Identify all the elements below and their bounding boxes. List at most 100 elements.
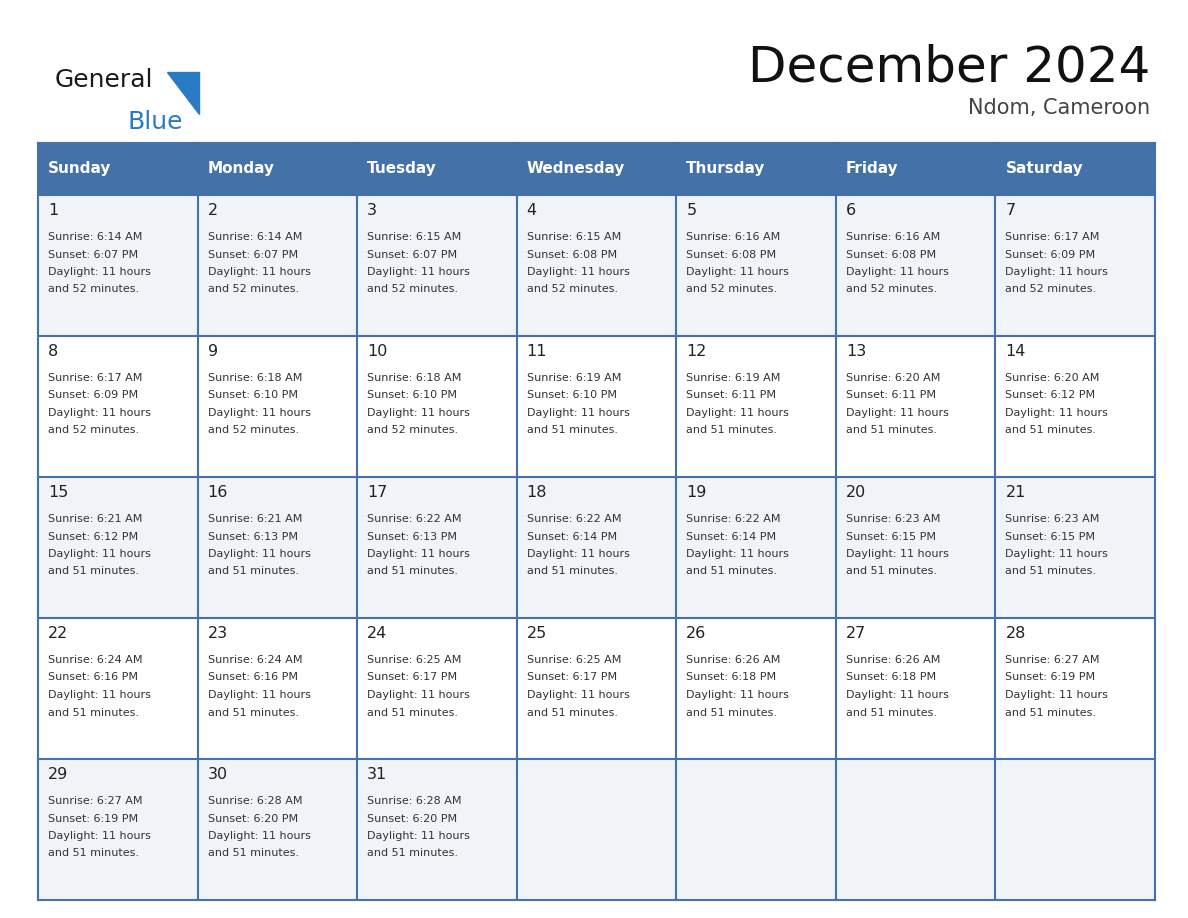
Bar [358,477,517,618]
Text: and 51 minutes.: and 51 minutes. [367,848,459,858]
Bar [676,143,836,195]
Text: 3: 3 [367,203,377,218]
Text: Daylight: 11 hours: Daylight: 11 hours [526,690,630,700]
Text: Sunrise: 6:18 AM: Sunrise: 6:18 AM [367,373,461,383]
Bar [197,143,358,195]
Bar [197,759,358,900]
Bar [676,618,836,759]
Bar [996,336,1155,477]
Text: Daylight: 11 hours: Daylight: 11 hours [367,690,470,700]
Bar [517,477,676,618]
Text: Sunset: 6:07 PM: Sunset: 6:07 PM [208,250,298,260]
Text: 11: 11 [526,344,548,359]
Text: Sunrise: 6:20 AM: Sunrise: 6:20 AM [846,373,940,383]
Text: and 51 minutes.: and 51 minutes. [687,708,777,718]
Text: Sunrise: 6:18 AM: Sunrise: 6:18 AM [208,373,302,383]
Text: Sunset: 6:15 PM: Sunset: 6:15 PM [846,532,936,542]
Text: and 52 minutes.: and 52 minutes. [48,426,139,435]
Text: and 51 minutes.: and 51 minutes. [48,566,139,577]
Text: Sunrise: 6:19 AM: Sunrise: 6:19 AM [526,373,621,383]
Text: 9: 9 [208,344,217,359]
Bar [517,143,676,195]
Text: and 52 minutes.: and 52 minutes. [208,285,298,295]
Text: Sunset: 6:19 PM: Sunset: 6:19 PM [48,813,138,823]
Bar [517,195,676,336]
Text: Daylight: 11 hours: Daylight: 11 hours [208,831,310,841]
Bar [996,618,1155,759]
Text: General: General [55,68,153,92]
Text: Daylight: 11 hours: Daylight: 11 hours [1005,408,1108,418]
Text: Daylight: 11 hours: Daylight: 11 hours [48,549,151,559]
Bar [676,759,836,900]
Text: Sunset: 6:19 PM: Sunset: 6:19 PM [1005,673,1095,682]
Text: and 52 minutes.: and 52 minutes. [1005,285,1097,295]
Text: Sunset: 6:17 PM: Sunset: 6:17 PM [367,673,457,682]
Text: and 51 minutes.: and 51 minutes. [208,848,298,858]
Text: Wednesday: Wednesday [526,162,625,176]
Text: Sunset: 6:07 PM: Sunset: 6:07 PM [367,250,457,260]
Text: Sunday: Sunday [48,162,112,176]
Bar [676,336,836,477]
Text: and 51 minutes.: and 51 minutes. [687,426,777,435]
Text: Sunset: 6:11 PM: Sunset: 6:11 PM [687,390,776,400]
Text: and 51 minutes.: and 51 minutes. [526,708,618,718]
Text: and 51 minutes.: and 51 minutes. [48,848,139,858]
Text: Sunset: 6:13 PM: Sunset: 6:13 PM [208,532,297,542]
Text: 12: 12 [687,344,707,359]
Bar [38,195,197,336]
Text: and 51 minutes.: and 51 minutes. [48,708,139,718]
Text: Sunset: 6:12 PM: Sunset: 6:12 PM [1005,390,1095,400]
Text: Daylight: 11 hours: Daylight: 11 hours [526,549,630,559]
Text: Sunset: 6:20 PM: Sunset: 6:20 PM [208,813,298,823]
Text: Sunrise: 6:15 AM: Sunrise: 6:15 AM [526,232,621,242]
Text: Sunrise: 6:27 AM: Sunrise: 6:27 AM [1005,655,1100,665]
Text: and 51 minutes.: and 51 minutes. [1005,708,1097,718]
Text: and 51 minutes.: and 51 minutes. [1005,566,1097,577]
Text: Daylight: 11 hours: Daylight: 11 hours [687,549,789,559]
Text: 16: 16 [208,485,228,500]
Text: Saturday: Saturday [1005,162,1083,176]
Text: Daylight: 11 hours: Daylight: 11 hours [687,408,789,418]
Text: Sunset: 6:16 PM: Sunset: 6:16 PM [48,673,138,682]
Text: 13: 13 [846,344,866,359]
Text: 19: 19 [687,485,707,500]
Text: Sunrise: 6:28 AM: Sunrise: 6:28 AM [367,796,462,806]
Bar [358,143,517,195]
Text: Sunset: 6:18 PM: Sunset: 6:18 PM [846,673,936,682]
Text: Daylight: 11 hours: Daylight: 11 hours [846,549,949,559]
Text: Monday: Monday [208,162,274,176]
Bar [836,143,996,195]
Text: Sunset: 6:12 PM: Sunset: 6:12 PM [48,532,138,542]
Bar [38,759,197,900]
Text: 29: 29 [48,767,68,782]
Bar [676,477,836,618]
Text: Sunrise: 6:24 AM: Sunrise: 6:24 AM [208,655,302,665]
Bar [517,618,676,759]
Text: and 52 minutes.: and 52 minutes. [208,426,298,435]
Text: Sunset: 6:11 PM: Sunset: 6:11 PM [846,390,936,400]
Text: 14: 14 [1005,344,1025,359]
Text: and 52 minutes.: and 52 minutes. [367,426,459,435]
Bar [676,195,836,336]
Text: and 51 minutes.: and 51 minutes. [846,708,937,718]
Polygon shape [168,72,200,114]
Text: and 51 minutes.: and 51 minutes. [208,708,298,718]
Text: and 52 minutes.: and 52 minutes. [687,285,777,295]
Bar [38,336,197,477]
Text: Ndom, Cameroon: Ndom, Cameroon [968,98,1150,118]
Bar [836,759,996,900]
Text: Sunset: 6:15 PM: Sunset: 6:15 PM [1005,532,1095,542]
Text: Daylight: 11 hours: Daylight: 11 hours [367,549,470,559]
Text: Sunset: 6:10 PM: Sunset: 6:10 PM [367,390,457,400]
Text: and 51 minutes.: and 51 minutes. [526,426,618,435]
Bar [358,195,517,336]
Text: 17: 17 [367,485,387,500]
Text: Sunset: 6:07 PM: Sunset: 6:07 PM [48,250,138,260]
Text: Sunset: 6:08 PM: Sunset: 6:08 PM [687,250,777,260]
Bar [836,618,996,759]
Text: 15: 15 [48,485,69,500]
Bar [836,336,996,477]
Text: and 52 minutes.: and 52 minutes. [367,285,459,295]
Text: and 52 minutes.: and 52 minutes. [48,285,139,295]
Text: Daylight: 11 hours: Daylight: 11 hours [1005,690,1108,700]
